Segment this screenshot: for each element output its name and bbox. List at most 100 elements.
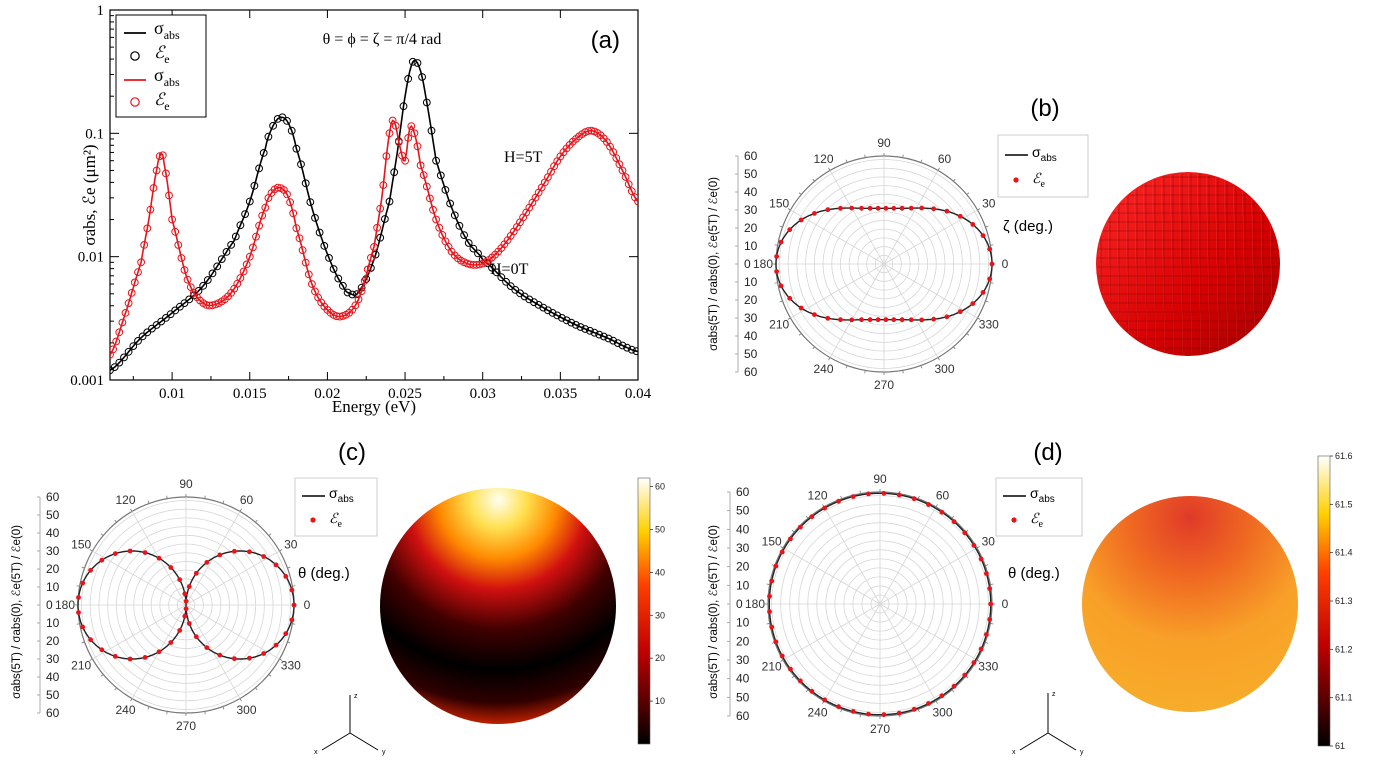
data-point bbox=[249, 243, 257, 252]
polar-spoke bbox=[829, 263, 885, 358]
data-point bbox=[899, 205, 905, 211]
polar-spoke bbox=[823, 506, 881, 605]
data-point bbox=[838, 317, 843, 323]
data-point bbox=[460, 231, 469, 240]
polar-tick bbox=[130, 508, 133, 512]
radial-tick-label: 40 bbox=[736, 672, 750, 686]
data-point bbox=[978, 646, 984, 652]
polar-angle-label: 210 bbox=[71, 659, 91, 673]
data-point bbox=[891, 317, 897, 323]
polar-spoke bbox=[879, 603, 978, 661]
legend-label: ℰe bbox=[154, 90, 170, 113]
y-tick-label: 0.1 bbox=[85, 126, 104, 142]
data-point bbox=[343, 288, 352, 297]
legend-d: σabs ℰe bbox=[995, 477, 1083, 537]
data-point bbox=[866, 491, 871, 497]
data-point bbox=[291, 602, 297, 608]
legend-dot bbox=[1013, 177, 1019, 183]
data-point bbox=[590, 328, 599, 337]
polar-angle-label: 180 bbox=[745, 597, 765, 611]
polar-tick bbox=[859, 714, 861, 718]
voxel-highlight bbox=[1169, 173, 1175, 355]
x-axis-label: Energy (eV) bbox=[332, 397, 416, 416]
radial-tick-label: 0 bbox=[744, 257, 751, 271]
polar-tick bbox=[845, 159, 848, 163]
data-point bbox=[957, 309, 963, 315]
data-point bbox=[283, 631, 289, 636]
data-point bbox=[867, 205, 873, 211]
polar-angle-label: 30 bbox=[982, 535, 996, 549]
data-point bbox=[438, 231, 447, 239]
data-point bbox=[394, 138, 403, 147]
polar-tick bbox=[953, 178, 956, 182]
radial-tick-label: 0 bbox=[46, 598, 53, 612]
polar-spoke bbox=[883, 209, 978, 265]
radial-tick-label: 10 bbox=[46, 580, 60, 594]
data-point bbox=[469, 261, 478, 269]
radial-tick-label: 60 bbox=[736, 485, 750, 499]
data-point bbox=[292, 144, 301, 153]
polar-spoke bbox=[879, 547, 978, 605]
data-point bbox=[586, 326, 594, 335]
data-point bbox=[970, 222, 976, 227]
data-point bbox=[329, 265, 338, 273]
annotation-h0t: H=0T bbox=[490, 261, 529, 278]
data-point bbox=[348, 290, 357, 299]
data-point bbox=[204, 645, 210, 650]
polar-angle-label: 270 bbox=[870, 722, 890, 736]
polar-spoke bbox=[823, 603, 881, 702]
data-point bbox=[297, 160, 305, 169]
data-point bbox=[273, 562, 279, 568]
data-point bbox=[944, 208, 950, 214]
polar-tick bbox=[902, 370, 904, 374]
data-point bbox=[283, 117, 291, 125]
polar-angle-label: 240 bbox=[807, 705, 827, 719]
data-point bbox=[162, 314, 170, 322]
polar-tick bbox=[840, 495, 843, 499]
data-point bbox=[247, 655, 252, 661]
polar-angle-label: 210 bbox=[769, 318, 789, 332]
angle-label: θ (deg.) bbox=[298, 565, 350, 582]
data-point bbox=[311, 214, 319, 222]
colorbar-d: 61 61.1 61.2 61.3 61.4 61.5 61.6 bbox=[1317, 451, 1353, 751]
polar-tick bbox=[779, 225, 783, 228]
data-point bbox=[836, 704, 841, 710]
data-point bbox=[232, 656, 237, 662]
polar-angle-label: 150 bbox=[71, 538, 91, 552]
data-point bbox=[939, 693, 945, 699]
polar-tick bbox=[985, 641, 989, 644]
radial-tick-label: 40 bbox=[46, 670, 60, 684]
polar-tick bbox=[779, 300, 783, 303]
polar-tick bbox=[935, 504, 938, 508]
data-point bbox=[168, 565, 174, 570]
angle-label: θ (deg.) bbox=[1008, 565, 1060, 582]
radial-tick-label: 0 bbox=[736, 597, 743, 611]
data-point bbox=[883, 205, 889, 211]
data-point bbox=[142, 655, 148, 660]
data-point bbox=[264, 132, 273, 141]
data-point bbox=[213, 262, 222, 271]
data-point bbox=[311, 287, 319, 296]
polar-spoke bbox=[782, 547, 881, 605]
data-point bbox=[76, 610, 81, 615]
colorbar-d-bar bbox=[1317, 455, 1331, 747]
data-point bbox=[180, 266, 189, 274]
polar-tick bbox=[766, 583, 770, 585]
data-point bbox=[134, 337, 142, 345]
data-point bbox=[245, 197, 254, 206]
polar-ylabel: σabs(5T) / σabs(0), ℰe(5T) / ℰe(0) bbox=[708, 177, 720, 351]
polar-plot-c: 0306090120150180210240270300330605040302… bbox=[37, 477, 311, 733]
data-point bbox=[407, 122, 416, 130]
data-point bbox=[618, 341, 627, 350]
polar-tick bbox=[902, 154, 904, 158]
data-point bbox=[255, 164, 264, 173]
polar-tick bbox=[774, 244, 778, 246]
data-point bbox=[177, 254, 186, 262]
data-point bbox=[455, 221, 464, 230]
polar-angle-label: 30 bbox=[284, 538, 298, 552]
polar-angle-label: 120 bbox=[813, 152, 833, 166]
data-point bbox=[988, 601, 994, 607]
colorbar-tick-label: 20 bbox=[655, 653, 665, 663]
polar-tick bbox=[985, 564, 989, 567]
polar-tick bbox=[953, 346, 956, 350]
